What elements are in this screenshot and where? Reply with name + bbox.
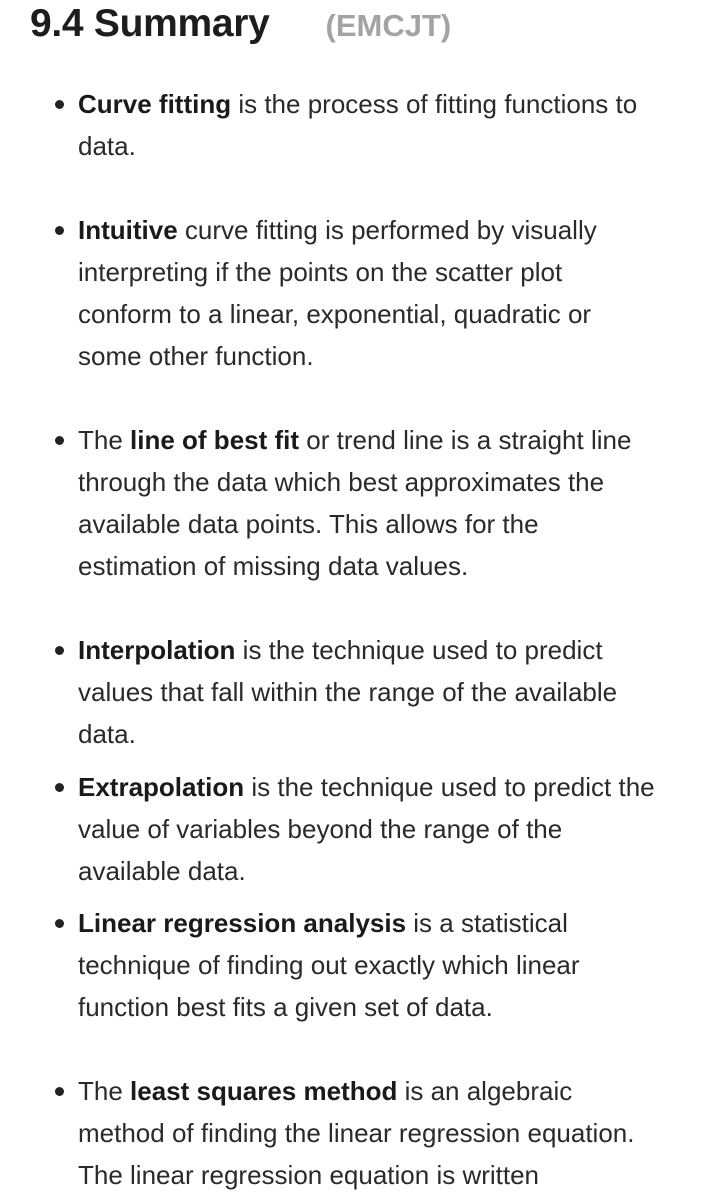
item-first-line: Curve fitting is the process of fitting … xyxy=(78,83,698,125)
item-prefix: The xyxy=(78,1076,131,1106)
item-line: available data. xyxy=(78,856,246,886)
bullet-icon xyxy=(55,919,64,928)
item-line: value of variables beyond the range of t… xyxy=(78,814,563,844)
summary-item-least-squares-method: The least squares method is an algebraic… xyxy=(55,1070,698,1196)
item-line: method of finding the linear regression … xyxy=(78,1118,635,1148)
item-term: line of best fit xyxy=(130,425,300,455)
item-line: technique of finding out exactly which l… xyxy=(78,950,580,980)
item-line: available data points. This allows for t… xyxy=(78,509,539,539)
item-first-line: Interpolation is the technique used to p… xyxy=(78,629,698,671)
section-heading: 9.4 Summary (EMCJT) xyxy=(30,2,451,52)
bullet-icon xyxy=(55,783,64,792)
item-text: is a statistical xyxy=(406,908,568,938)
item-term: Curve fitting xyxy=(78,89,232,119)
item-first-line: The line of best fit or trend line is a … xyxy=(78,419,698,461)
summary-item-interpolation: Interpolation is the technique used to p… xyxy=(55,629,698,755)
item-line: values that fall within the range of the… xyxy=(78,677,618,707)
item-line: through the data which best approximates… xyxy=(78,467,605,497)
item-text: is the process of fitting functions to xyxy=(231,89,638,119)
item-line: data. xyxy=(78,131,136,161)
bullet-icon xyxy=(55,226,64,235)
item-text: or trend line is a straight line xyxy=(299,425,632,455)
summary-item-linear-regression-analysis: Linear regression analysis is a statisti… xyxy=(55,902,698,1028)
item-line: interpreting if the points on the scatte… xyxy=(78,257,563,287)
section-title: 9.4 Summary xyxy=(30,2,270,45)
item-line: some other function. xyxy=(78,341,314,371)
bullet-icon xyxy=(55,646,64,655)
item-first-line: Intuitive curve fitting is performed by … xyxy=(78,209,698,251)
section-code: (EMCJT) xyxy=(325,8,452,43)
summary-item-extrapolation: Extrapolation is the technique used to p… xyxy=(55,766,698,892)
summary-item-line-of-best-fit: The line of best fit or trend line is a … xyxy=(55,419,698,587)
item-line: The linear regression equation is writte… xyxy=(78,1160,540,1190)
item-text: is the technique used to predict xyxy=(235,635,603,665)
item-text: curve fitting is performed by visually xyxy=(177,215,597,245)
item-text: is the technique used to predict the xyxy=(244,772,655,802)
item-prefix: The xyxy=(78,425,131,455)
item-first-line: The least squares method is an algebraic xyxy=(78,1070,698,1112)
item-line: estimation of missing data values. xyxy=(78,551,469,581)
summary-item-curve-fitting: Curve fitting is the process of fitting … xyxy=(55,83,698,167)
bullet-icon xyxy=(55,100,64,109)
bullet-icon xyxy=(55,436,64,445)
item-line: function best fits a given set of data. xyxy=(78,992,493,1022)
item-line: conform to a linear, exponential, quadra… xyxy=(78,299,592,329)
item-term: Linear regression analysis xyxy=(78,908,407,938)
item-text: is an algebraic xyxy=(397,1076,573,1106)
summary-item-intuitive: Intuitive curve fitting is performed by … xyxy=(55,209,698,377)
item-term: Extrapolation xyxy=(78,772,245,802)
item-line: data. xyxy=(78,719,136,749)
item-term: least squares method xyxy=(130,1076,398,1106)
item-term: Intuitive xyxy=(78,215,178,245)
item-first-line: Linear regression analysis is a statisti… xyxy=(78,902,698,944)
bullet-icon xyxy=(55,1087,64,1096)
item-term: Interpolation xyxy=(78,635,236,665)
item-first-line: Extrapolation is the technique used to p… xyxy=(78,766,698,808)
